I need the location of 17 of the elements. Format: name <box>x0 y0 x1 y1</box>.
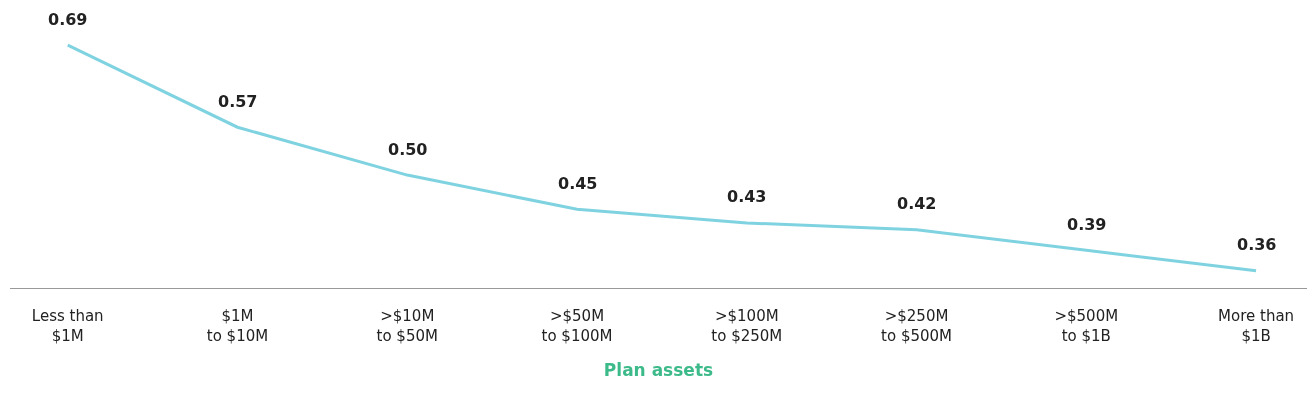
x-tick-label: $1M to $10M <box>206 307 269 345</box>
x-tick-label: >$250M to $500M <box>881 307 953 345</box>
data-label: 0.45 <box>558 174 598 193</box>
x-axis-title: Plan assets <box>603 359 714 380</box>
data-label: 0.69 <box>48 10 88 29</box>
data-label: 0.57 <box>218 92 258 111</box>
data-label: 0.39 <box>1067 215 1107 234</box>
x-tick-label: >$100M to $250M <box>711 307 783 345</box>
x-tick-label: >$500M to $1B <box>1054 307 1119 345</box>
data-label: 0.36 <box>1237 235 1277 254</box>
data-label: 0.50 <box>388 140 428 159</box>
x-tick-label: >$50M to $100M <box>541 307 613 345</box>
data-label: 0.42 <box>897 194 937 213</box>
x-tick-label: >$10M to $50M <box>376 307 438 345</box>
x-tick-label: More than $1B <box>1218 307 1295 345</box>
data-label: 0.43 <box>727 187 767 206</box>
x-tick-label: Less than $1M <box>31 307 104 345</box>
